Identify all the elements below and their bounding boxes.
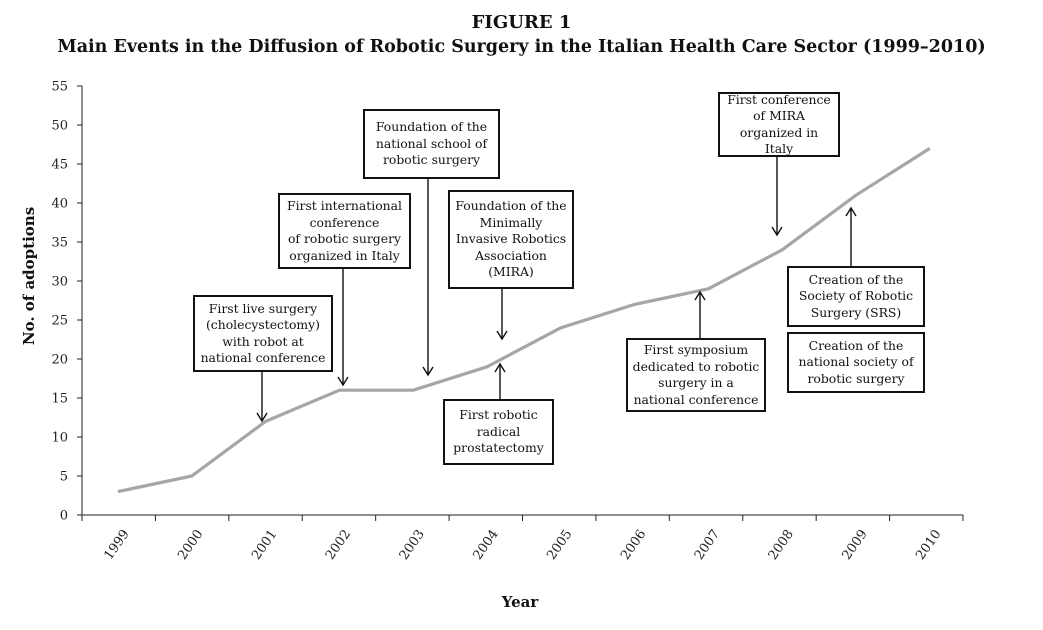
y-tick-label: 40	[51, 197, 68, 212]
annotation-line: conference	[309, 214, 380, 230]
x-tick-label: 2002	[323, 527, 354, 563]
x-tick-label: 2009	[839, 527, 870, 563]
annotation-box-first-conference-mira: First conference of MIRA organized in Ital…	[718, 92, 840, 157]
y-tick-label: 5	[60, 470, 68, 485]
annotation-box-foundation-mira: Foundation of the Minimally Invasive Robot…	[448, 190, 574, 289]
y-tick-label: 55	[51, 80, 68, 95]
annotation-box-first-symposium: First symposium dedicated to robotic surge…	[626, 338, 766, 412]
annotation-line: Society of Robotic	[798, 288, 914, 304]
annotation-line: robotic surgery	[382, 152, 481, 168]
annotation-line: First robotic	[459, 407, 538, 423]
y-tick-label: 45	[51, 158, 68, 173]
annotation-arrows	[256, 157, 857, 423]
x-tick-label: 2000	[175, 527, 206, 563]
annotation-box-foundation-national-school: Foundation of the national school of robot…	[363, 109, 500, 179]
x-tick-label: 2003	[397, 527, 428, 563]
x-tick-label: 2001	[249, 527, 280, 563]
annotation-line: robotic surgery	[807, 370, 905, 386]
figure-label: FIGURE 1	[471, 12, 572, 33]
y-tick-label: 30	[51, 275, 68, 290]
x-tick-label: 1999	[101, 527, 132, 563]
annotation-box-first-international-conference: First international conference of robotic …	[278, 193, 411, 269]
x-axis-title: Year	[501, 593, 540, 611]
annotation-line: First symposium	[643, 342, 749, 357]
annotation-box-first-live-surgery: First live surgery (cholecystectomy) with …	[193, 295, 333, 372]
annotation-line: organized in Italy	[739, 124, 819, 157]
annotation-line: Minimally	[479, 214, 543, 230]
x-tick-label: 2004	[470, 527, 501, 563]
annotation-box-creation-srs: Creation of the Society of Robotic Surgery…	[787, 266, 925, 327]
y-tick-label: 0	[60, 509, 68, 524]
x-tick-label: 2008	[766, 527, 797, 563]
annotation-line: Foundation of the	[375, 119, 488, 135]
y-tick-label: 10	[51, 431, 68, 446]
annotation-line: organized in Italy	[289, 247, 400, 263]
annotation-line: (MIRA)	[488, 264, 534, 280]
annotation-line: national conference	[200, 350, 326, 365]
y-axis-title: No. of adoptions	[20, 207, 38, 345]
annotation-box-first-robotic-prostatectomy: First robotic radical prostatectomy	[443, 399, 554, 465]
x-tick-label: 2007	[692, 527, 723, 563]
x-tick-label: 2005	[544, 527, 575, 563]
annotation-line: Surgery (SRS)	[810, 304, 902, 320]
x-axis: 1999 2000 2001 2002 2003 2004 2005 2006 2007 2008…	[81, 514, 964, 563]
annotation-line: Foundation of the	[455, 198, 567, 214]
annotation-line: national school of	[375, 135, 488, 151]
chart-title: Main Events in the Diffusion of Robotic …	[57, 37, 986, 57]
annotation-line: prostatectomy	[453, 440, 544, 456]
series-group	[117, 147, 931, 494]
y-axis: 0 5 10 15 20 25 30 35 40 45 50 55	[51, 80, 83, 524]
annotation-line: First conference	[727, 91, 831, 107]
annotation-line: First live surgery	[208, 300, 318, 316]
annotation-box-creation-national-society: Creation of the national society of roboti…	[787, 332, 925, 393]
y-tick-label: 15	[51, 392, 68, 407]
annotation-line: radical	[476, 423, 521, 439]
x-tick-label: 2006	[618, 527, 649, 563]
annotation-line: of robotic surgery	[287, 231, 401, 246]
y-tick-label: 50	[51, 119, 68, 134]
y-tick-label: 20	[51, 353, 68, 368]
annotation-line: Creation of the	[808, 337, 904, 353]
annotation-line: surgery in a	[658, 375, 734, 390]
annotation-line: Invasive Robotics	[455, 231, 567, 247]
y-tick-label: 25	[51, 314, 68, 329]
annotation-line: (cholecystectomy)	[205, 317, 321, 332]
annotation-line: First international	[286, 198, 403, 213]
y-tick-label: 35	[51, 236, 68, 251]
annotation-line: Creation of the	[808, 271, 904, 287]
annotation-line: with robot at	[222, 333, 304, 349]
series-line	[117, 147, 931, 494]
x-tick-label: 2010	[913, 527, 944, 563]
annotation-line: national conference	[633, 391, 759, 407]
annotation-line: Association	[475, 247, 547, 263]
annotation-line: dedicated to robotic	[632, 358, 760, 374]
annotation-line: national society of	[798, 354, 914, 370]
annotation-line: of MIRA	[753, 108, 805, 123]
